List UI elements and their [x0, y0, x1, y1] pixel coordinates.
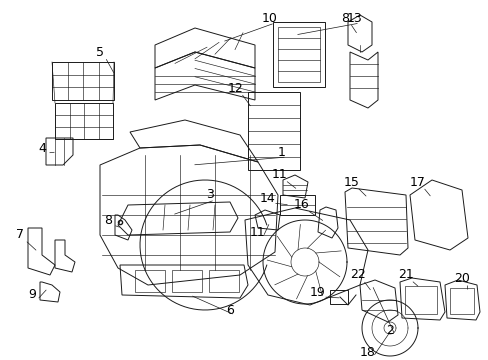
Text: 14: 14 [260, 192, 275, 204]
Text: 3: 3 [205, 189, 214, 202]
Text: 8: 8 [340, 12, 348, 24]
Text: 21: 21 [397, 269, 413, 282]
Bar [449, 288, 473, 314]
Bar [272, 22, 325, 87]
Bar [208, 270, 239, 292]
Text: 18: 18 [359, 346, 375, 359]
Bar [55, 103, 113, 139]
Bar [278, 27, 319, 82]
Bar [172, 270, 202, 292]
Text: 9: 9 [28, 288, 36, 302]
Text: 13: 13 [346, 12, 362, 24]
Text: 5: 5 [96, 45, 104, 58]
Text: 7: 7 [16, 229, 24, 242]
Text: 4: 4 [38, 141, 46, 154]
Text: 15: 15 [344, 175, 359, 189]
Text: 1: 1 [278, 145, 285, 158]
Text: 16: 16 [293, 198, 309, 211]
Bar [280, 195, 314, 215]
Text: 11: 11 [250, 225, 265, 238]
Bar [135, 270, 164, 292]
Text: 6: 6 [225, 303, 233, 316]
Text: 20: 20 [453, 271, 469, 284]
Text: 22: 22 [349, 269, 365, 282]
Text: 8: 8 [104, 213, 112, 226]
Bar [52, 62, 114, 100]
Text: 11: 11 [271, 168, 287, 181]
Text: 10: 10 [262, 12, 277, 24]
Bar [329, 290, 347, 304]
Bar [404, 286, 436, 314]
Bar [247, 92, 299, 170]
Text: 17: 17 [409, 175, 425, 189]
Text: 19: 19 [309, 285, 325, 298]
Text: 2: 2 [385, 324, 393, 337]
Text: 12: 12 [228, 81, 244, 94]
